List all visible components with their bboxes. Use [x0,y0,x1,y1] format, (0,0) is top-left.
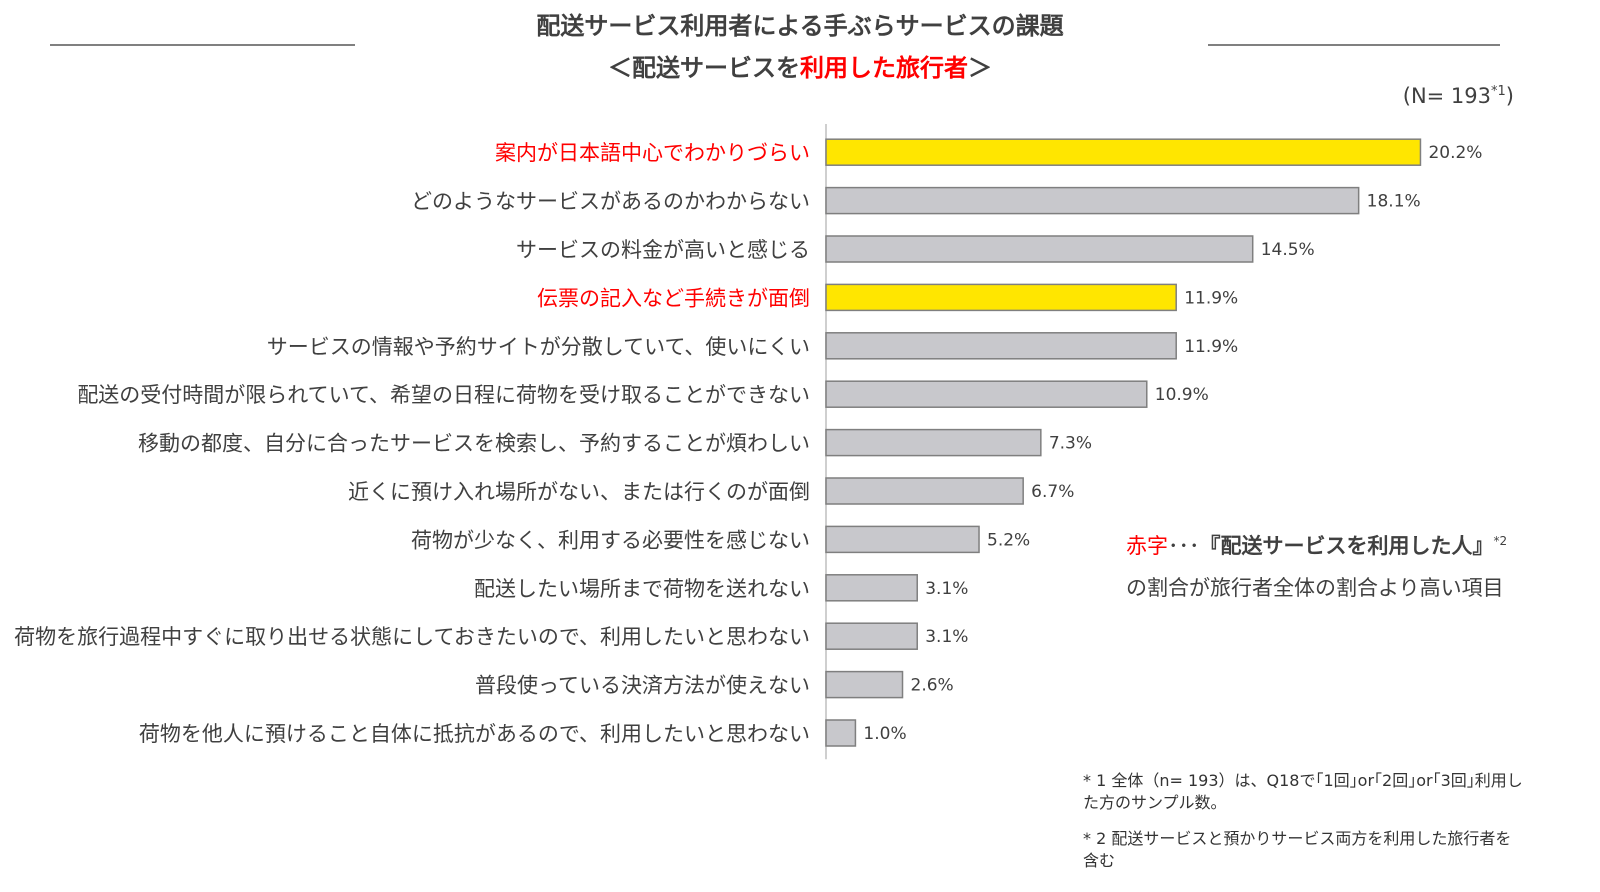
category-label: 伝票の記入など手続きが面倒 [537,286,810,310]
sample-size-sup: *1 [1491,84,1506,99]
bar [825,380,1148,408]
bar [825,428,1042,457]
data-label: 5.2% [987,530,1030,550]
category-label: 案内が日本語中心でわかりづらい [495,141,810,165]
legend-note-line2: の割合が旅行者全体の割合より高い項目 [1126,576,1504,600]
data-label: 2.6% [911,676,954,696]
category-label: サービスの料金が高いと感じる [516,238,810,262]
data-label: 11.9% [1184,337,1238,357]
legend-note: 赤字･･･『配送サービスを利用した人』*2 の割合が旅行者全体の割合より高い項目 [1126,520,1507,609]
title-right-rule [1208,44,1500,46]
data-label: 3.1% [925,579,968,599]
category-label: 配送の受付時間が限られていて、希望の日程に荷物を受け取ることができない [77,383,810,407]
bar [825,477,1024,505]
data-label: 3.1% [925,627,968,647]
category-label: どのようなサービスがあるのかわからない [411,190,810,214]
subtitle-suffix: ＞ [968,54,992,82]
title-left-rule [50,44,355,46]
chart-title: 配送サービス利用者による手ぶらサービスの課題 [536,12,1064,40]
sample-size-text: (N= 193 [1402,84,1492,108]
subtitle-prefix: ＜配送サービスを [608,54,800,82]
bar [825,574,918,602]
data-label: 18.1% [1367,192,1421,212]
chart-subtitle: ＜配送サービスを利用した旅行者＞ [0,48,1600,83]
data-label: 11.9% [1184,288,1238,308]
bar [825,622,918,650]
bar [825,235,1254,263]
category-label: 移動の都度、自分に合ったサービスを検索し、予約することが煩わしい [138,432,810,456]
bar [825,670,904,699]
category-label: サービスの情報や予約サイトが分散していて、使いにくい [267,335,810,359]
sample-size: (N= 193*1) [1403,84,1514,108]
bar [825,525,980,554]
bar [825,719,857,747]
legend-bold-text: 『配送サービスを利用した人』 [1199,534,1494,558]
category-label: 近くに預け入れ場所がない、または行くのが面倒 [348,480,810,504]
sample-size-close: ) [1505,84,1514,108]
bar [825,283,1177,312]
category-label: 荷物を旅行過程中すぐに取り出せる状態にしておきたいので、利用したいと思わない [14,625,810,649]
data-label: 20.2% [1428,143,1482,163]
category-label: 普段使っている決済方法が使えない [475,674,810,698]
data-label: 14.5% [1261,240,1315,260]
bar [825,332,1177,360]
data-label: 10.9% [1155,385,1209,405]
subtitle-highlight: 利用した旅行者 [800,54,968,82]
category-label: 荷物を他人に預けること自体に抵抗があるので、利用したいと思わない [139,722,810,746]
legend-note-line1: 赤字･･･『配送サービスを利用した人』*2 [1126,520,1507,567]
legend-sup: *2 [1493,534,1508,548]
category-label: 配送したい場所まで荷物を送れない [474,577,810,601]
data-label: 7.3% [1049,434,1092,454]
bar [825,186,1360,215]
legend-red-label: 赤字 [1126,534,1168,558]
data-label: 1.0% [863,724,906,744]
data-label: 6.7% [1031,482,1074,502]
footnote-2: * 2 配送サービスと預かりサービス両方を利用した旅行者を含む [1083,829,1512,870]
legend-dots: ･･･ [1168,534,1200,558]
category-label: 荷物が少なく、利用する必要性を感じない [411,528,810,552]
footnote-1: * 1 全体（n= 193）は、Q18で｢1回｣or｢2回｣or｢3回｣利用した… [1083,771,1523,812]
bar [825,138,1422,166]
